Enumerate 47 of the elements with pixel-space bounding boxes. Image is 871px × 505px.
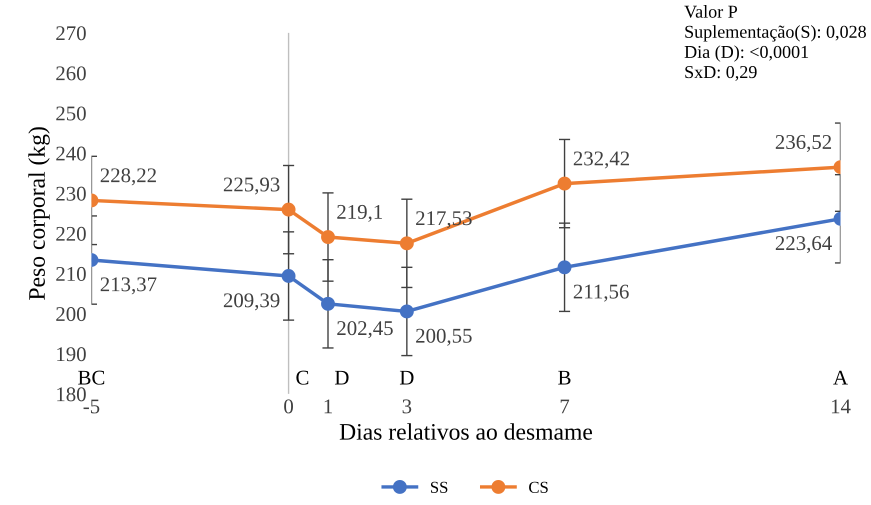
point <box>282 269 296 283</box>
point <box>282 202 296 217</box>
data-label: 232,42 <box>574 151 630 168</box>
point <box>558 176 572 191</box>
data-label: 202,45 <box>337 321 393 338</box>
y-tick-label: 180 <box>57 387 86 402</box>
x-tick-label: 3 <box>402 399 412 414</box>
data-label: 219,1 <box>337 204 382 222</box>
point <box>400 304 414 318</box>
y-tick-label: 200 <box>56 307 86 322</box>
point <box>321 230 335 244</box>
annotation: B <box>558 370 570 385</box>
data-label: 225,93 <box>224 178 280 195</box>
y-tick-label: 260 <box>56 66 86 80</box>
data-label: 236,52 <box>776 135 832 152</box>
data-label: 200,55 <box>416 328 472 346</box>
y-axis-title: Peso corporal (kg) <box>28 127 50 300</box>
legend-label: CS <box>529 482 548 493</box>
x-tick-label: 0 <box>284 399 293 414</box>
y-tick-label: 190 <box>57 347 86 362</box>
y-tick-label: 230 <box>56 186 86 201</box>
data-label: 209,39 <box>224 293 280 310</box>
y-tick-label: 240 <box>56 146 86 161</box>
x-axis-title: Dias relativos ao desmame <box>340 423 592 440</box>
point <box>558 260 572 274</box>
data-label: 223,64 <box>776 236 832 254</box>
data-label: 217,53 <box>416 211 472 228</box>
data-label: 211,56 <box>574 284 629 302</box>
annotation: C <box>296 370 308 385</box>
x-tick-label: -5 <box>84 400 100 414</box>
annotation: D <box>400 370 414 385</box>
point <box>321 296 335 311</box>
annotation: D <box>334 370 349 385</box>
annotation: Valor P Suplementação(S): 0,028 Dia (D): <0,0001 SxD: 0,29 <box>684 5 866 81</box>
data-label: 213,37 <box>100 277 156 294</box>
legend-label: SS <box>430 482 448 493</box>
point <box>400 236 414 250</box>
annotation: BC <box>78 370 104 385</box>
y-tick-label: 220 <box>56 226 86 241</box>
x-tick-label: 1 <box>324 399 332 414</box>
x-tick-label: 7 <box>560 400 570 414</box>
data-label: 228,22 <box>100 168 156 186</box>
y-tick-label: 250 <box>56 106 86 120</box>
annotation: A <box>833 370 848 384</box>
x-tick-label: 14 <box>832 399 851 414</box>
y-tick-label: 270 <box>56 26 86 40</box>
y-tick-label: 210 <box>56 266 86 281</box>
